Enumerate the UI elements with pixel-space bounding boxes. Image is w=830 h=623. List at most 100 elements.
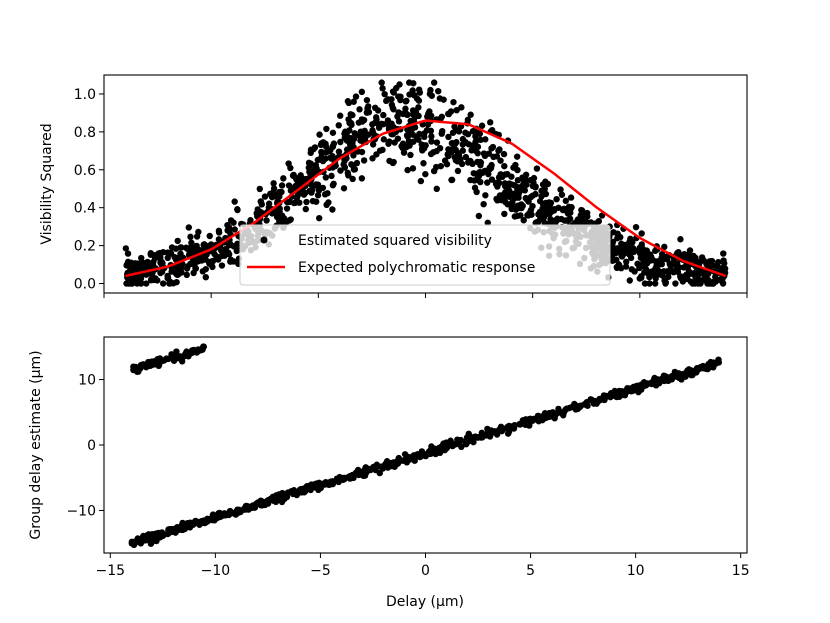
group-delay-point	[414, 450, 422, 458]
visibility-point	[349, 175, 356, 183]
group-delay-point	[247, 503, 254, 511]
visibility-point	[448, 176, 456, 184]
visibility-point	[424, 121, 432, 128]
visibility-point	[337, 167, 344, 174]
group-delay-point	[329, 478, 336, 485]
group-delay-point	[486, 433, 494, 440]
visibility-point	[627, 245, 635, 253]
visibility-point	[403, 132, 411, 139]
visibility-point	[173, 278, 180, 286]
visibility-point	[202, 273, 209, 281]
visibility-point	[511, 213, 519, 220]
visibility-point	[215, 229, 223, 236]
visibility-point	[428, 133, 435, 140]
visibility-point	[415, 104, 422, 111]
visibility-point	[486, 164, 493, 171]
group-delay-point	[264, 498, 271, 505]
visibility-point	[698, 254, 706, 261]
group-delay-point	[346, 472, 354, 480]
group-delay-x-tick-label: 10	[627, 563, 645, 579]
group-delay-point	[491, 428, 499, 435]
group-delay-point	[218, 512, 226, 520]
visibility-point	[469, 143, 476, 151]
visibility-point	[317, 141, 325, 149]
visibility-point	[458, 160, 466, 168]
visibility-point	[384, 117, 392, 124]
visibility-point	[384, 96, 392, 103]
visibility-point	[702, 270, 709, 277]
group-delay-point	[633, 382, 640, 390]
visibility-point	[438, 130, 445, 137]
group-delay-point	[640, 379, 648, 386]
visibility-point	[355, 119, 363, 126]
visibility-point	[641, 280, 649, 287]
group-delay-point	[274, 494, 281, 501]
visibility-point	[301, 189, 309, 197]
visibility-point	[485, 150, 493, 157]
visibility-point	[174, 237, 181, 245]
visibility-point	[518, 204, 525, 212]
visibility-point	[350, 135, 358, 143]
visibility-point	[283, 205, 291, 212]
group-delay-y-tick-label: 10	[78, 373, 96, 389]
group-delay-point	[290, 487, 297, 494]
visibility-point	[651, 269, 659, 276]
group-delay-point	[507, 423, 515, 430]
visibility-point	[440, 96, 447, 103]
visibility-point	[215, 256, 222, 263]
group-delay-point	[376, 469, 383, 477]
visibility-point	[618, 252, 625, 259]
visibility-point	[450, 98, 457, 106]
visibility-point	[218, 262, 226, 269]
visibility-point	[527, 193, 535, 201]
visibility-point	[287, 216, 294, 223]
group-delay-point	[181, 523, 189, 530]
visibility-point	[627, 254, 635, 262]
visibility-point	[544, 180, 552, 188]
visibility-point	[335, 122, 342, 129]
group-delay-scatter	[128, 343, 723, 548]
group-delay-point	[516, 421, 524, 428]
visibility-point	[369, 155, 376, 162]
visibility-point	[319, 157, 327, 165]
visibility-point	[124, 250, 132, 257]
visibility-point	[496, 192, 504, 199]
group-delay-y-axis-label: Group delay estimate (μm)	[28, 350, 44, 539]
group-delay-point	[596, 395, 603, 403]
visibility-point	[520, 217, 527, 224]
visibility-point	[487, 119, 494, 126]
group-delay-panel: −10 0 10 −15 −10 −5 0 5 10 15 Group delay estima…	[28, 336, 750, 610]
group-delay-point	[232, 511, 239, 518]
group-delay-point	[383, 458, 391, 465]
visibility-point	[157, 269, 164, 277]
visibility-point	[473, 188, 480, 196]
group-delay-point	[150, 531, 158, 538]
visibility-point	[430, 79, 438, 86]
visibility-point	[473, 170, 480, 178]
visibility-point	[617, 264, 625, 272]
visibility-point	[290, 199, 298, 207]
visibility-point	[227, 241, 234, 248]
visibility-point	[674, 268, 682, 276]
visibility-point	[415, 86, 423, 93]
visibility-point	[683, 271, 690, 278]
legend-marker-scatter	[260, 236, 268, 244]
visibility-point	[123, 262, 130, 269]
visibility-point	[206, 232, 213, 240]
visibility-point	[504, 170, 511, 178]
visibility-point	[309, 197, 317, 205]
visibility-point	[422, 170, 429, 178]
group-delay-point	[176, 353, 184, 360]
visibility-point	[350, 152, 357, 159]
visibility-point	[444, 151, 451, 158]
visibility-point	[363, 109, 371, 116]
visibility-point	[316, 214, 323, 222]
group-delay-point	[135, 367, 142, 374]
visibility-point	[567, 205, 575, 212]
visibility-point	[278, 212, 286, 219]
visibility-point	[452, 156, 460, 164]
visibility-point	[551, 206, 558, 213]
group-delay-point	[466, 433, 473, 440]
visibility-point	[404, 166, 411, 174]
legend: Estimated squared visibility Expected po…	[239, 224, 611, 286]
